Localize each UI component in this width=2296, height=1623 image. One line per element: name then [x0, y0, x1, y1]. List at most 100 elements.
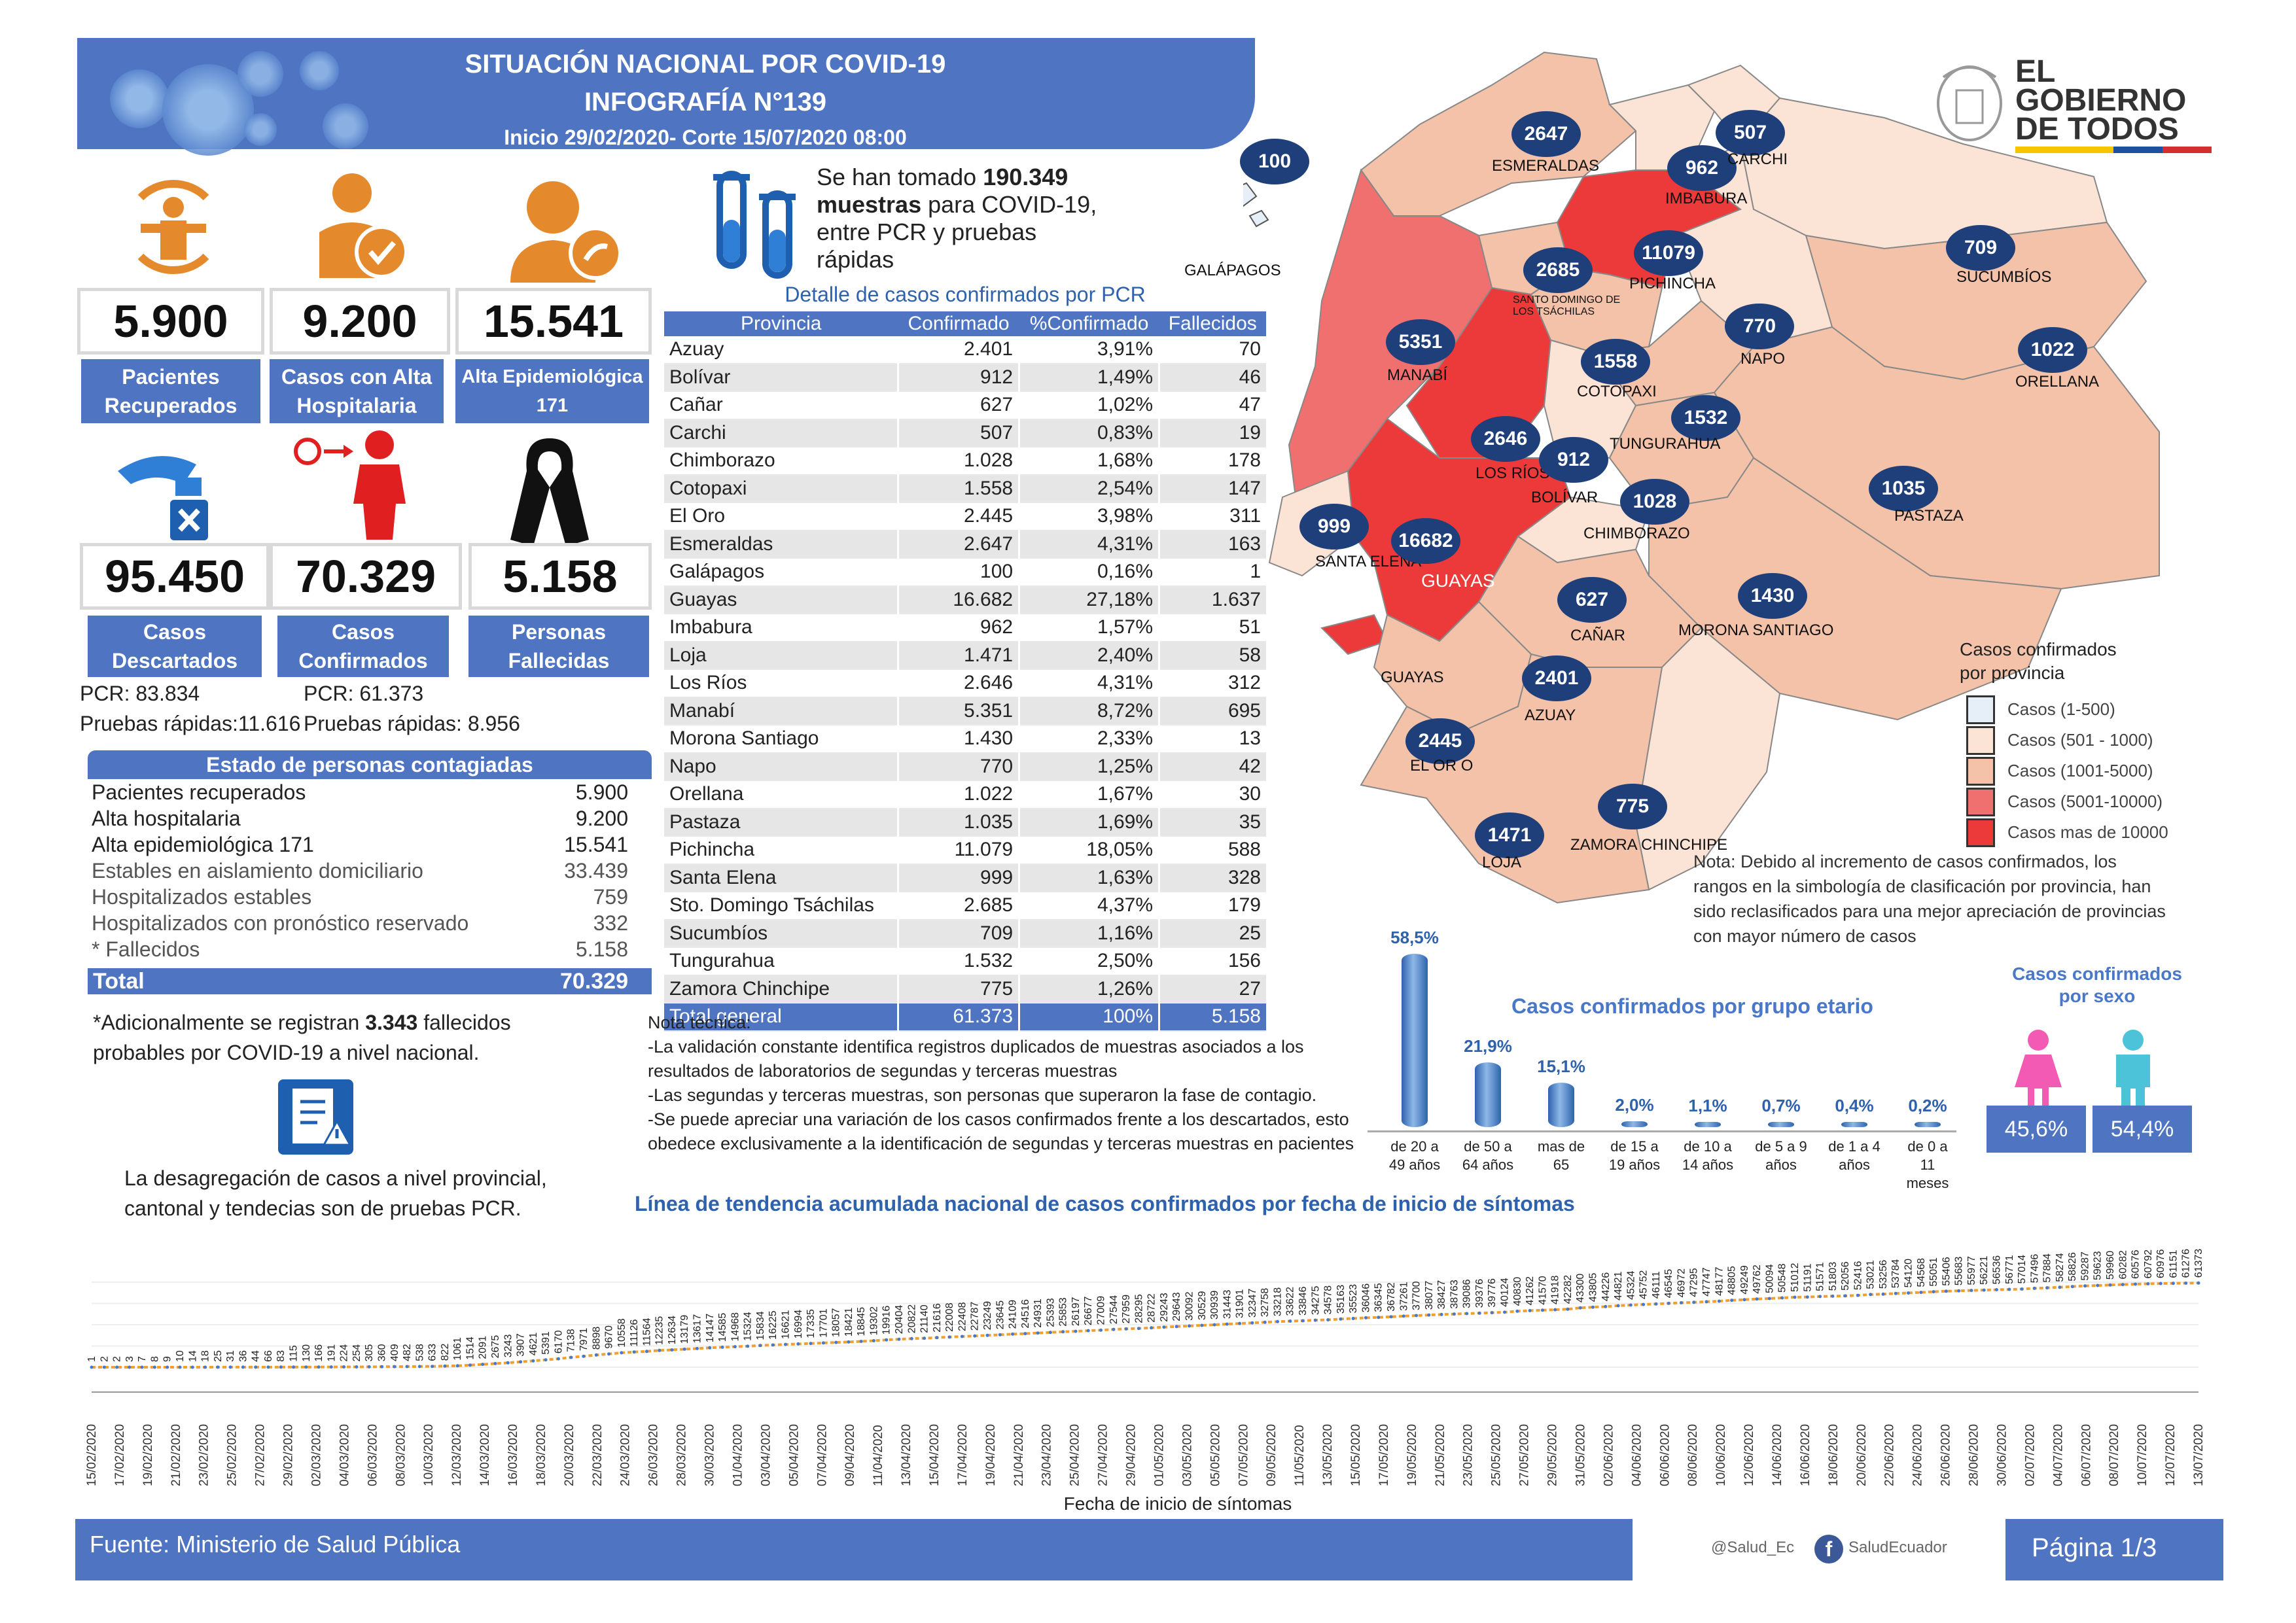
x-tick-label: 17/04/2020: [956, 1424, 970, 1486]
twitter-handle[interactable]: @Salud_Ec: [1711, 1539, 1795, 1556]
x-tick-label: 21/05/2020: [1434, 1424, 1447, 1486]
table-cell: 18,05%: [1018, 836, 1159, 865]
trend-data-label: 53784: [1890, 1259, 1901, 1289]
estado-row-value: 5.900: [575, 780, 628, 804]
trend-data-label: 13617: [692, 1314, 703, 1344]
trend-data-label: 482: [402, 1344, 413, 1361]
table-cell: Guayas: [664, 585, 898, 614]
trend-point: [1818, 1295, 1822, 1299]
x-tick-label: 10/03/2020: [422, 1424, 436, 1486]
estado-total-row: Total 70.329: [88, 968, 652, 994]
x-tick-label: 28/06/2020: [1968, 1424, 1981, 1486]
facebook-handle[interactable]: SaludEcuador: [1848, 1539, 1947, 1556]
trend-data-label: 24109: [1008, 1300, 1019, 1329]
table-cell: Manabí: [664, 697, 898, 725]
trend-data-label: 39086: [1462, 1279, 1473, 1308]
trend-point: [1023, 1332, 1027, 1336]
trend-point: [329, 1365, 333, 1369]
trend-data-label: 57884: [2042, 1253, 2053, 1283]
x-tick-label: 16/06/2020: [1799, 1424, 1812, 1486]
trend-data-label: 46972: [1676, 1268, 1687, 1298]
trend-point: [393, 1365, 397, 1369]
female-percentage: 45,6%: [1987, 1106, 2086, 1153]
table-row: Sucumbíos 709 1,16% 25: [664, 919, 1266, 948]
trend-data-label: 31: [225, 1350, 236, 1362]
table-row: Guayas 16.682 27,18% 1.637: [664, 585, 1266, 614]
legend-title-1: Casos confirmados: [1960, 639, 2117, 659]
trend-point: [216, 1365, 220, 1369]
table-total-cell: 100%: [1018, 1003, 1159, 1032]
page-title: SITUACIÓN NACIONAL POR COVID-19: [465, 50, 946, 79]
trend-data-label: 35523: [1348, 1284, 1359, 1314]
trend-point: [1894, 1291, 1898, 1295]
age-group-label: de 1 a 4: [1828, 1138, 1881, 1155]
province-count-bubble: 507: [1716, 110, 1785, 156]
table-cell: 179: [1158, 892, 1266, 920]
trend-point: [935, 1336, 939, 1340]
trend-data-label: 39376: [1474, 1279, 1485, 1308]
trend-data-label: 55051: [1928, 1257, 1939, 1287]
province-count-bubble: 1471: [1475, 812, 1544, 858]
x-tick-label: 28/03/2020: [675, 1424, 689, 1486]
table-cell: 1,25%: [1018, 752, 1159, 781]
virus-icon: [244, 113, 277, 146]
trend-point: [1503, 1310, 1506, 1314]
trend-data-label: 19916: [881, 1306, 892, 1335]
x-tick-label: 12/06/2020: [1742, 1424, 1756, 1486]
table-row: Galápagos 100 0,16% 1: [664, 558, 1266, 587]
trend-point: [355, 1365, 359, 1369]
trend-point: [128, 1365, 132, 1369]
x-tick-label: 29/02/2020: [282, 1424, 296, 1486]
male-icon: [2107, 1028, 2159, 1113]
trend-point: [166, 1365, 169, 1369]
province-count-bubble: 999: [1299, 504, 1369, 550]
discharged-label-1: Casos con Alta: [281, 365, 432, 389]
trend-point: [455, 1364, 459, 1368]
virus-icon: [238, 51, 283, 97]
probable-deaths-note: *Adicionalmente se registran 3.343 falle…: [93, 1007, 656, 1068]
note-post: fallecidos: [417, 1011, 511, 1034]
estado-row: Alta epidemiológica 171 15.541: [92, 833, 628, 857]
trend-point: [1831, 1294, 1835, 1298]
footer-bar: Fuente: Ministerio de Salud Pública @Sal…: [75, 1519, 2223, 1580]
x-tick-label: 10/06/2020: [1714, 1424, 1728, 1486]
table-row: Morona Santiago 1.430 2,33% 13: [664, 725, 1266, 754]
trend-point: [178, 1365, 182, 1369]
table-cell: 2.445: [896, 502, 1019, 531]
estado-row: Hospitalizados estables 759: [92, 885, 628, 909]
x-tick-label: 04/06/2020: [1630, 1424, 1644, 1486]
technical-note-line: -La validación constante identifica regi…: [648, 1037, 1304, 1056]
province-count-bubble: 770: [1725, 304, 1794, 349]
table-row: Pastaza 1.035 1,69% 35: [664, 808, 1266, 837]
trend-point: [658, 1348, 662, 1352]
technical-note: Nota técnica: -La validación constante i…: [648, 1011, 1368, 1156]
trend-point: [1742, 1298, 1746, 1302]
age-bar: [1768, 1122, 1794, 1127]
x-tick-label: 12/07/2020: [2164, 1424, 2178, 1486]
table-row: Tungurahua 1.532 2,50% 156: [664, 947, 1266, 976]
x-tick-label: 02/03/2020: [310, 1424, 324, 1486]
trend-point: [1566, 1307, 1570, 1311]
trend-data-label: 38427: [1436, 1280, 1447, 1310]
table-cell: 775: [896, 975, 1019, 1003]
table-cell: Santa Elena: [664, 864, 898, 892]
trend-data-label: 5391: [540, 1331, 552, 1355]
legend-title-2: por provincia: [1960, 663, 2065, 683]
trend-data-label: 53256: [1878, 1260, 1889, 1289]
trend-point: [2159, 1282, 2163, 1285]
trend-point: [279, 1365, 283, 1369]
estado-row-label: Hospitalizados con pronóstico reservado: [92, 911, 469, 935]
facebook-icon[interactable]: f: [1814, 1535, 1843, 1563]
table-cell: Morona Santiago: [664, 725, 898, 754]
table-row: Esmeraldas 2.647 4,31% 163: [664, 530, 1266, 559]
trend-point: [1137, 1327, 1140, 1331]
trend-data-label: 3: [124, 1356, 135, 1362]
table-cell: 1,49%: [1018, 363, 1159, 392]
trend-data-label: 538: [414, 1344, 425, 1361]
x-tick-label: 20/06/2020: [1855, 1424, 1869, 1486]
province-name: PASTAZA: [1894, 507, 1964, 525]
province-count-bubble: 100: [1240, 139, 1309, 184]
table-cell: Pastaza: [664, 808, 898, 837]
table-cell: 695: [1158, 697, 1266, 725]
table-cell: 47: [1158, 391, 1266, 420]
